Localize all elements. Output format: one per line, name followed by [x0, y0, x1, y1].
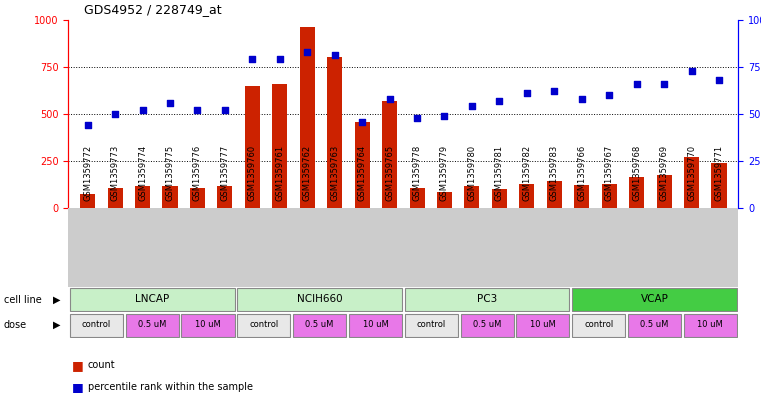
Text: 0.5 uM: 0.5 uM — [640, 320, 669, 329]
Point — [658, 81, 670, 87]
Text: PC3: PC3 — [477, 294, 497, 304]
Point — [521, 90, 533, 96]
Bar — [572, 314, 625, 337]
Point — [686, 68, 698, 74]
Point — [356, 118, 368, 125]
Bar — [272, 84, 288, 208]
Point — [247, 56, 259, 62]
Point — [631, 81, 643, 87]
Bar — [218, 185, 232, 208]
Text: ■: ■ — [72, 380, 84, 393]
Text: control: control — [584, 320, 613, 329]
Point — [384, 96, 396, 102]
Bar — [349, 314, 402, 337]
Bar — [237, 314, 290, 337]
Text: 0.5 uM: 0.5 uM — [138, 320, 167, 329]
Bar — [405, 314, 457, 337]
Bar — [519, 184, 534, 208]
Text: dose: dose — [4, 320, 27, 330]
Bar — [80, 194, 95, 208]
Bar — [181, 314, 234, 337]
Bar — [629, 177, 644, 208]
Bar — [163, 185, 177, 208]
Point — [109, 111, 121, 117]
Point — [81, 122, 94, 129]
Text: 0.5 uM: 0.5 uM — [473, 320, 501, 329]
Point — [713, 77, 725, 83]
Text: control: control — [416, 320, 446, 329]
Text: LNCAP: LNCAP — [135, 294, 170, 304]
Bar — [437, 192, 452, 208]
Text: 10 uM: 10 uM — [530, 320, 556, 329]
Point — [136, 107, 148, 113]
Bar — [355, 121, 370, 208]
Point — [219, 107, 231, 113]
Text: control: control — [249, 320, 279, 329]
Text: VCAP: VCAP — [641, 294, 668, 304]
Text: ▶: ▶ — [53, 320, 61, 330]
Bar — [516, 314, 569, 337]
Text: count: count — [88, 360, 115, 371]
Text: 10 uM: 10 uM — [697, 320, 723, 329]
Text: percentile rank within the sample: percentile rank within the sample — [88, 382, 253, 392]
Point — [274, 56, 286, 62]
Text: 0.5 uM: 0.5 uM — [305, 320, 334, 329]
Bar — [492, 189, 507, 208]
Point — [411, 115, 423, 121]
Bar — [409, 189, 425, 208]
Bar — [382, 101, 397, 208]
Point — [493, 97, 505, 104]
Point — [603, 92, 615, 98]
Bar — [300, 27, 315, 208]
Bar — [70, 288, 234, 311]
Bar — [464, 185, 479, 208]
Bar — [602, 184, 616, 208]
Text: ■: ■ — [72, 359, 84, 372]
Bar — [126, 314, 179, 337]
Text: 10 uM: 10 uM — [362, 320, 388, 329]
Point — [192, 107, 204, 113]
Bar — [683, 314, 737, 337]
Text: control: control — [81, 320, 111, 329]
Bar — [546, 181, 562, 208]
Bar — [575, 185, 589, 208]
Bar — [190, 187, 205, 208]
Point — [466, 103, 478, 110]
Point — [438, 113, 451, 119]
Bar — [107, 189, 123, 208]
Bar — [293, 314, 346, 337]
Text: 10 uM: 10 uM — [195, 320, 221, 329]
Text: cell line: cell line — [4, 295, 42, 305]
Bar — [70, 314, 123, 337]
Bar — [572, 288, 737, 311]
Point — [301, 49, 314, 55]
Bar — [628, 314, 681, 337]
Bar — [684, 157, 699, 208]
Bar — [135, 185, 150, 208]
Point — [164, 99, 176, 106]
Bar — [712, 163, 727, 208]
Text: ▶: ▶ — [53, 295, 61, 305]
Bar — [237, 288, 402, 311]
Bar — [405, 288, 569, 311]
Bar — [327, 57, 342, 208]
Point — [548, 88, 560, 94]
Bar — [245, 86, 260, 208]
Text: NCIH660: NCIH660 — [297, 294, 342, 304]
Bar — [657, 175, 672, 208]
Bar — [460, 314, 514, 337]
Text: GDS4952 / 228749_at: GDS4952 / 228749_at — [84, 3, 221, 16]
Point — [575, 96, 587, 102]
Point — [329, 52, 341, 59]
